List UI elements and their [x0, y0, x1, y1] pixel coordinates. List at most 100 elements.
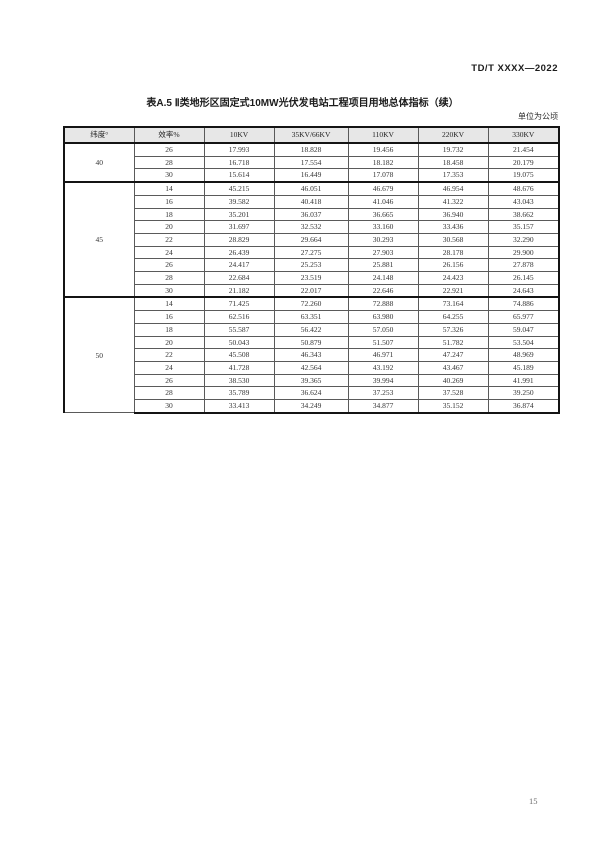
value-cell: 17.078: [347, 168, 419, 183]
value-cell: 50.879: [273, 335, 349, 350]
table-row: 26 24.417 25.253 25.881 26.156 27.878: [64, 258, 560, 273]
value-cell: 27.275: [273, 245, 349, 260]
value-cell: 42.564: [273, 360, 349, 375]
value-cell: 20.179: [487, 155, 560, 170]
value-cell: 41.322: [417, 194, 489, 209]
value-cell: 36.624: [273, 386, 349, 401]
value-cell: 31.697: [203, 220, 275, 234]
value-cell: 33.160: [347, 220, 419, 234]
value-cell: 39.994: [347, 373, 419, 388]
value-cell: 72.260: [273, 296, 349, 312]
latitude-cell: 50: [63, 296, 135, 414]
efficiency-cell: 20: [133, 220, 205, 234]
value-cell: 24.643: [487, 283, 560, 298]
header-10kv: 10KV: [203, 126, 275, 144]
latitude-cell: 45: [63, 181, 135, 298]
value-cell: 32.532: [273, 220, 349, 234]
value-cell: 18.458: [417, 155, 489, 170]
table-row: 24 41.728 42.564 43.192 43.467 45.189: [64, 360, 560, 375]
value-cell: 24.417: [203, 258, 275, 273]
table-row: 30 33.413 34.249 34.877 35.152 36.874: [64, 399, 560, 414]
value-cell: 16.718: [203, 155, 275, 170]
value-cell: 46.343: [273, 348, 349, 362]
table-row: 40 26 17.993 18.828 19.456 19.732 21.454: [63, 142, 560, 183]
value-cell: 57.326: [417, 322, 489, 337]
efficiency-cell: 20: [133, 335, 205, 350]
value-cell: 35.789: [203, 386, 275, 401]
value-cell: 37.253: [347, 386, 419, 401]
value-cell: 36.940: [417, 207, 489, 222]
value-cell: 38.662: [487, 207, 560, 222]
table-row: 45 14 45.215 46.051 46.679 46.954 48.676: [63, 181, 560, 298]
value-cell: 33.413: [203, 399, 275, 414]
efficiency-cell: 30: [133, 168, 205, 183]
efficiency-cell: 28: [133, 271, 205, 285]
land-use-index-table: 纬度° 效率% 10KV 35KV/66KV 110KV 220KV 330KV…: [63, 126, 560, 414]
value-cell: 65.977: [487, 310, 560, 324]
value-cell: 62.516: [203, 310, 275, 324]
header-latitude: 纬度°: [63, 126, 135, 144]
value-cell: 27.878: [487, 258, 560, 273]
value-cell: 26.145: [487, 271, 560, 285]
efficiency-cell: 28: [133, 155, 205, 170]
value-cell: 36.874: [487, 399, 560, 414]
value-cell: 74.886: [487, 296, 560, 312]
table-row: 50 14 71.425 72.260 72.888 73.164 74.886: [63, 296, 560, 414]
value-cell: 51.782: [417, 335, 489, 350]
value-cell: 45.189: [487, 360, 560, 375]
value-cell: 15.614: [203, 168, 275, 183]
efficiency-cell: 16: [133, 194, 205, 209]
value-cell: 26.439: [203, 245, 275, 260]
value-cell: 43.192: [347, 360, 419, 375]
value-cell: 19.732: [417, 142, 489, 157]
value-cell: 47.247: [417, 348, 489, 362]
value-cell: 17.353: [417, 168, 489, 183]
value-cell: 55.587: [203, 322, 275, 337]
value-cell: 30.568: [417, 232, 489, 247]
value-cell: 34.249: [273, 399, 349, 414]
table-row: 16 39.582 40.418 41.046 41.322 43.043: [64, 194, 560, 209]
efficiency-cell: 18: [133, 207, 205, 222]
table-row: 28 22.684 23.519 24.148 24.423 26.145: [64, 271, 560, 285]
table-row: 20 31.697 32.532 33.160 33.436 35.157: [64, 220, 560, 234]
value-cell: 48.969: [487, 348, 560, 362]
value-cell: 19.075: [487, 168, 560, 183]
table-row: 24 26.439 27.275 27.903 28.178 29.900: [64, 245, 560, 260]
table-row: 30 15.614 16.449 17.078 17.353 19.075: [64, 168, 560, 183]
value-cell: 46.051: [273, 181, 349, 196]
table-title: 表A.5 Ⅱ类地形区固定式10MW光伏发电站工程项目用地总体指标（续）: [146, 98, 459, 109]
value-cell: 40.269: [417, 373, 489, 388]
table-row: 18 55.587 56.422 57.050 57.326 59.047: [64, 322, 560, 337]
value-cell: 35.157: [487, 220, 560, 234]
value-cell: 45.215: [203, 181, 275, 196]
value-cell: 25.253: [273, 258, 349, 273]
value-cell: 38.530: [203, 373, 275, 388]
value-cell: 59.047: [487, 322, 560, 337]
efficiency-cell: 14: [133, 181, 205, 196]
value-cell: 41.728: [203, 360, 275, 375]
value-cell: 53.504: [487, 335, 560, 350]
table-header-row: 纬度° 效率% 10KV 35KV/66KV 110KV 220KV 330KV: [63, 126, 560, 144]
value-cell: 39.365: [273, 373, 349, 388]
value-cell: 21.454: [487, 142, 560, 157]
value-cell: 57.050: [347, 322, 419, 337]
table-row: 20 50.043 50.879 51.507 51.782 53.504: [64, 335, 560, 350]
value-cell: 21.182: [203, 283, 275, 298]
value-cell: 22.017: [273, 283, 349, 298]
value-cell: 19.456: [347, 142, 419, 157]
efficiency-cell: 14: [133, 296, 205, 312]
efficiency-cell: 22: [133, 348, 205, 362]
table-row: 28 35.789 36.624 37.253 37.528 39.250: [64, 386, 560, 401]
latitude-cell: 40: [63, 142, 135, 183]
efficiency-cell: 24: [133, 360, 205, 375]
value-cell: 35.152: [417, 399, 489, 414]
value-cell: 46.954: [417, 181, 489, 196]
value-cell: 24.148: [347, 271, 419, 285]
header-35kv-66kv: 35KV/66KV: [273, 126, 349, 144]
value-cell: 63.351: [273, 310, 349, 324]
value-cell: 22.646: [347, 283, 419, 298]
value-cell: 41.991: [487, 373, 560, 388]
header-110kv: 110KV: [347, 126, 419, 144]
value-cell: 34.877: [347, 399, 419, 414]
